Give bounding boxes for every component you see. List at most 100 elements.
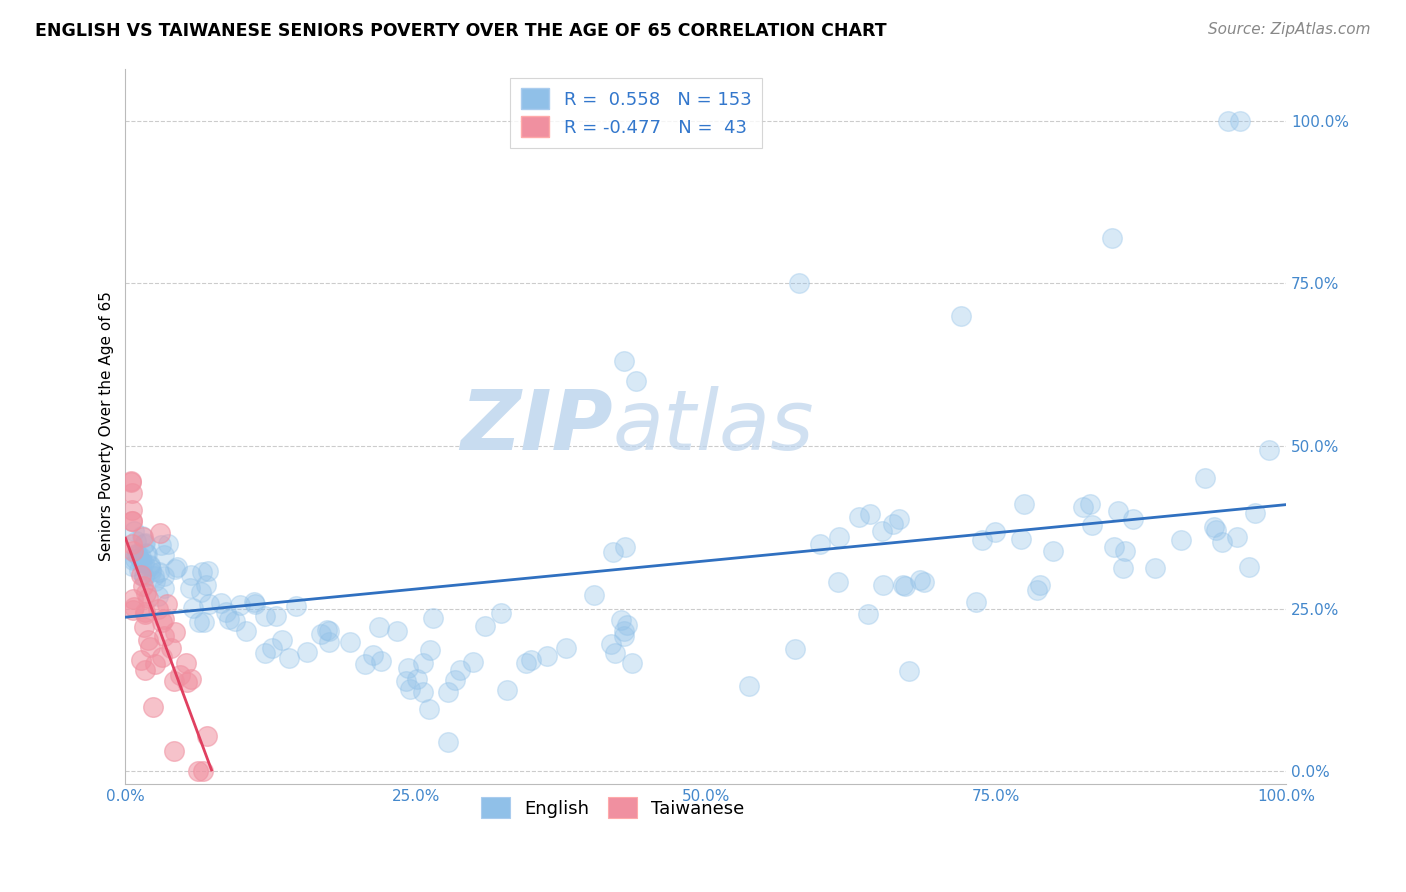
Point bbox=[120, 475, 142, 489]
Point bbox=[912, 575, 935, 590]
Point bbox=[894, 579, 917, 593]
Point bbox=[737, 679, 759, 693]
Point bbox=[984, 525, 1007, 540]
Point bbox=[318, 635, 340, 649]
Point bbox=[150, 539, 173, 553]
Point bbox=[143, 657, 166, 671]
Point bbox=[135, 546, 157, 560]
Point bbox=[136, 547, 159, 561]
Point bbox=[180, 672, 202, 686]
Point bbox=[893, 578, 915, 592]
Point bbox=[1258, 442, 1281, 457]
Point bbox=[1144, 561, 1167, 575]
Point bbox=[1073, 500, 1095, 515]
Point bbox=[1202, 520, 1225, 534]
Y-axis label: Seniors Poverty Over the Age of 65: Seniors Poverty Over the Age of 65 bbox=[100, 292, 114, 561]
Point bbox=[965, 595, 987, 609]
Point bbox=[613, 354, 636, 368]
Text: Source: ZipAtlas.com: Source: ZipAtlas.com bbox=[1208, 22, 1371, 37]
Point bbox=[1114, 544, 1136, 558]
Point bbox=[1012, 497, 1035, 511]
Point bbox=[970, 533, 993, 547]
Point bbox=[519, 653, 541, 667]
Point bbox=[361, 648, 384, 662]
Point bbox=[437, 684, 460, 698]
Point bbox=[396, 661, 419, 675]
Point bbox=[129, 549, 152, 564]
Point bbox=[131, 530, 153, 544]
Point bbox=[1026, 583, 1049, 598]
Point bbox=[858, 607, 880, 621]
Point bbox=[153, 581, 176, 595]
Text: ENGLISH VS TAIWANESE SENIORS POVERTY OVER THE AGE OF 65 CORRELATION CHART: ENGLISH VS TAIWANESE SENIORS POVERTY OVE… bbox=[35, 22, 887, 40]
Point bbox=[827, 575, 849, 590]
Point bbox=[950, 309, 973, 323]
Point bbox=[134, 535, 156, 549]
Point bbox=[146, 602, 169, 616]
Point bbox=[165, 625, 187, 640]
Point bbox=[142, 700, 165, 714]
Point bbox=[163, 561, 186, 575]
Point bbox=[367, 619, 389, 633]
Point bbox=[412, 656, 434, 670]
Point bbox=[297, 645, 319, 659]
Point bbox=[603, 646, 626, 660]
Point bbox=[122, 524, 145, 538]
Point bbox=[613, 630, 636, 644]
Point bbox=[444, 673, 467, 687]
Point bbox=[156, 537, 179, 551]
Point bbox=[474, 619, 496, 633]
Point bbox=[235, 624, 257, 638]
Point bbox=[127, 549, 149, 563]
Point bbox=[1216, 113, 1239, 128]
Point bbox=[176, 675, 198, 690]
Point bbox=[412, 685, 434, 699]
Point bbox=[198, 598, 221, 612]
Point bbox=[125, 547, 148, 561]
Point bbox=[882, 517, 904, 532]
Point bbox=[121, 502, 143, 516]
Point bbox=[872, 524, 894, 538]
Point bbox=[134, 607, 156, 621]
Point bbox=[1194, 471, 1216, 485]
Point bbox=[128, 563, 150, 577]
Point bbox=[132, 569, 155, 583]
Point bbox=[395, 674, 418, 689]
Point bbox=[1225, 530, 1247, 544]
Point bbox=[1010, 532, 1032, 546]
Point bbox=[138, 640, 160, 654]
Point bbox=[620, 657, 643, 671]
Point bbox=[187, 615, 209, 630]
Point bbox=[134, 556, 156, 570]
Point bbox=[889, 512, 911, 526]
Point bbox=[121, 514, 143, 528]
Point bbox=[787, 277, 810, 291]
Point bbox=[131, 529, 153, 543]
Point bbox=[555, 640, 578, 655]
Point bbox=[121, 558, 143, 573]
Point bbox=[132, 537, 155, 551]
Point bbox=[163, 743, 186, 757]
Point bbox=[135, 586, 157, 600]
Point bbox=[243, 597, 266, 611]
Point bbox=[150, 615, 173, 629]
Point bbox=[354, 657, 377, 671]
Point bbox=[139, 562, 162, 576]
Point bbox=[419, 642, 441, 657]
Point bbox=[215, 605, 238, 619]
Point bbox=[143, 574, 166, 589]
Point bbox=[132, 579, 155, 593]
Point bbox=[121, 553, 143, 567]
Point bbox=[1081, 518, 1104, 533]
Point bbox=[134, 605, 156, 619]
Point bbox=[121, 592, 143, 607]
Point bbox=[318, 624, 340, 638]
Point bbox=[422, 611, 444, 625]
Point bbox=[1122, 512, 1144, 526]
Point bbox=[136, 591, 159, 606]
Point bbox=[1170, 533, 1192, 547]
Point bbox=[134, 570, 156, 584]
Point bbox=[122, 544, 145, 558]
Point bbox=[1205, 523, 1227, 537]
Point bbox=[602, 545, 624, 559]
